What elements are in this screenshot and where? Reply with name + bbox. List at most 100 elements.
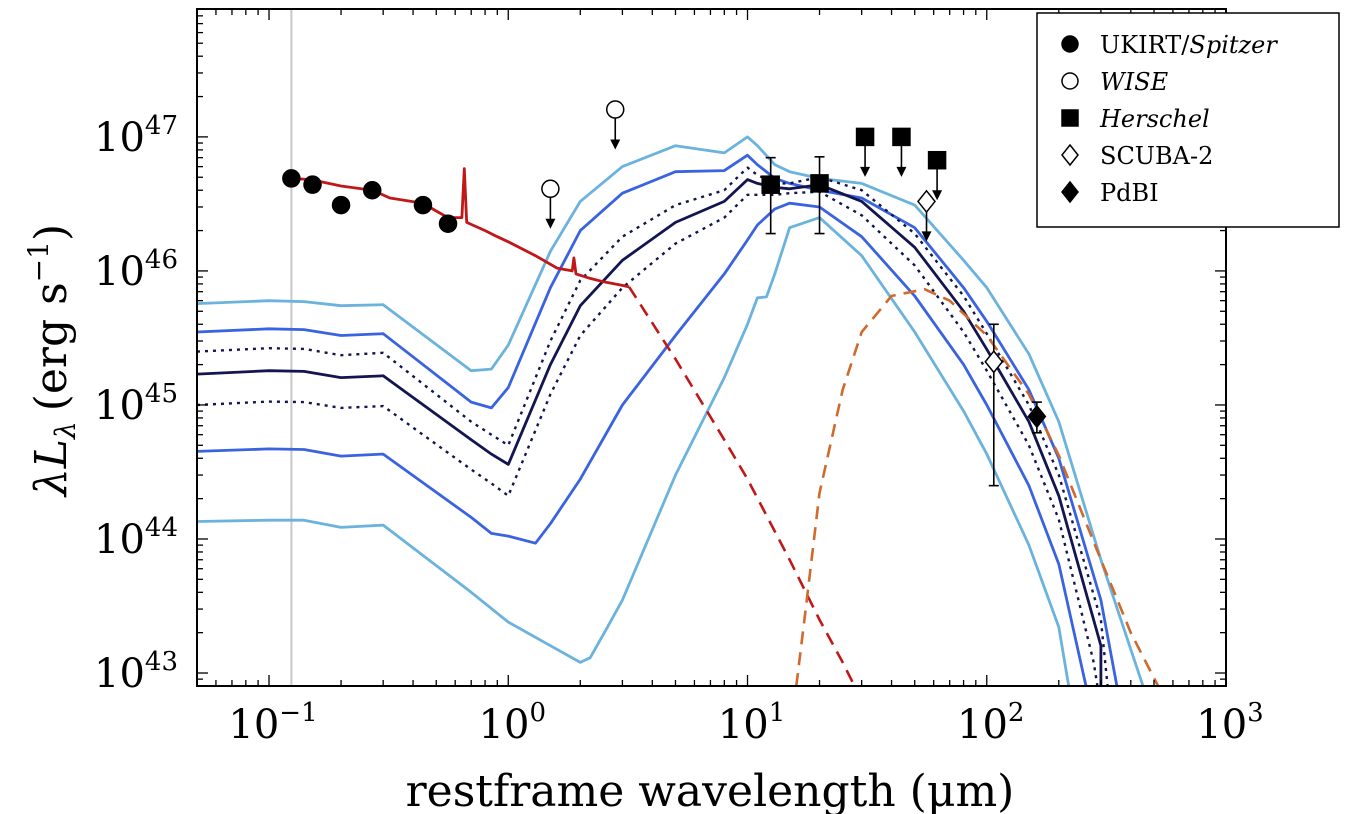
upper-limit-arrow-head <box>921 231 932 242</box>
x-tick-label: 10−1 <box>228 698 317 748</box>
marker-circle <box>605 100 625 119</box>
legend-marker-circle <box>1061 72 1079 90</box>
data-point-2 <box>303 175 322 194</box>
legend-marker-diamond <box>1061 180 1079 204</box>
legend-label: SCUBA-2 <box>1100 142 1213 170</box>
marker-square <box>810 174 829 193</box>
y-axis-label-close: ) <box>26 224 77 241</box>
marker-circle <box>362 180 382 200</box>
y-axis-label-exponent: −1 <box>22 241 55 282</box>
y-axis-label-lambda: λ <box>26 468 77 498</box>
x-tick-label-base: 10 <box>957 702 1008 748</box>
data-point-16 <box>1027 401 1047 434</box>
plot-frame <box>196 8 1227 687</box>
upper-limit-arrow-head <box>896 166 907 177</box>
series-line-1 <box>197 135 1145 686</box>
y-tick-label-base: 10 <box>94 115 145 161</box>
legend-label: Herschel <box>1099 105 1210 133</box>
x-tick-label-exponent: 1 <box>769 698 786 728</box>
legend-label-text: SCUBA-2 <box>1100 142 1213 170</box>
marker-circle <box>303 175 322 194</box>
y-axis-label-subscript: λ <box>49 421 82 440</box>
marker-square <box>892 127 911 147</box>
x-tick-label-base: 10 <box>228 702 279 748</box>
y-tick-label: 1045 <box>94 379 178 429</box>
legend-item-3: Herschel <box>1061 105 1210 133</box>
marker-circle <box>413 195 433 215</box>
series-line-8 <box>291 167 630 289</box>
x-tick-label: 103 <box>1196 698 1263 748</box>
x-axis-label: restframe wavelength (μm) <box>406 766 1015 814</box>
y-tick-label-exponent: 45 <box>145 379 178 409</box>
marker-square <box>855 127 875 147</box>
data-point-14 <box>917 189 936 242</box>
legend-marker-circle <box>1061 35 1079 53</box>
marker-circle <box>541 179 560 199</box>
series-line-10 <box>795 287 1160 686</box>
y-tick-label-exponent: 44 <box>145 513 178 543</box>
x-tick-label-exponent: 0 <box>529 698 546 728</box>
legend-label: PdBI <box>1100 179 1159 207</box>
marker-circle <box>438 214 458 233</box>
sed-model-curves <box>197 135 1160 686</box>
y-tick-label-base: 10 <box>94 651 145 697</box>
legend-marker-square <box>1061 109 1079 127</box>
legend-label-italic: WISE <box>1100 68 1169 96</box>
marker-diamond <box>1027 404 1047 429</box>
legend-label: UKIRT/Spitzer <box>1100 31 1278 59</box>
series-line-6 <box>197 201 1088 686</box>
y-axis-label-unit: (erg s <box>26 282 77 411</box>
y-tick-label-exponent: 46 <box>145 245 178 275</box>
data-point-5 <box>413 195 433 215</box>
series-line-3 <box>197 166 1109 686</box>
data-point-8 <box>605 100 625 150</box>
y-tick-label: 1047 <box>94 111 178 161</box>
upper-limit-arrow-head <box>610 139 621 150</box>
legend-item-2: WISE <box>1061 68 1169 96</box>
legend-label-italic: Herschel <box>1099 105 1210 133</box>
series-line-9 <box>628 286 856 686</box>
data-point-6 <box>438 214 458 233</box>
legend-label-text: UKIRT/ <box>1100 31 1190 59</box>
x-tick-label: 102 <box>957 698 1024 748</box>
marker-diamond <box>917 189 936 214</box>
x-tick-label-base: 10 <box>1196 702 1247 748</box>
y-tick-label-exponent: 47 <box>145 111 178 141</box>
data-point-4 <box>362 180 382 200</box>
y-tick-label: 1046 <box>94 245 178 295</box>
legend-label: WISE <box>1100 68 1169 96</box>
axis-ticks <box>196 9 1227 687</box>
legend-box <box>1036 12 1340 228</box>
marker-circle <box>331 195 351 215</box>
data-point-7 <box>541 179 560 229</box>
x-tick-label: 100 <box>479 698 546 748</box>
upper-limit-arrow-head <box>932 190 943 201</box>
data-point-9 <box>761 156 780 235</box>
marker-square <box>927 150 947 170</box>
y-tick-label-base: 10 <box>94 517 145 563</box>
legend-marker-diamond <box>1061 143 1079 167</box>
y-axis-label: λLλ (erg s−1) <box>22 224 82 498</box>
series-line-5 <box>197 190 1099 686</box>
marker-diamond <box>984 349 1004 374</box>
legend-item-4: SCUBA-2 <box>1061 142 1213 170</box>
upper-limit-arrow-head <box>860 166 871 177</box>
y-tick-label-base: 10 <box>94 249 145 295</box>
series-line-2 <box>197 153 1119 686</box>
legend-label-text: PdBI <box>1100 179 1159 207</box>
data-point-3 <box>331 195 351 215</box>
data-point-11 <box>855 127 875 177</box>
legend: UKIRT/Spitzer WISE Herschel SCUBA-2 PdBI <box>1036 12 1340 228</box>
marker-circle <box>282 169 301 188</box>
series-line-4 <box>197 178 1103 686</box>
legend-item-1: UKIRT/Spitzer <box>1061 31 1278 59</box>
data-point-1 <box>282 169 301 188</box>
x-tick-label: 101 <box>718 698 785 748</box>
legend-item-5: PdBI <box>1061 179 1159 207</box>
x-tick-label-exponent: 3 <box>1247 698 1264 728</box>
y-tick-label: 1043 <box>94 647 178 697</box>
x-tick-label-base: 10 <box>718 702 769 748</box>
x-tick-label-exponent: −1 <box>279 698 317 728</box>
y-tick-label-base: 10 <box>94 383 145 429</box>
